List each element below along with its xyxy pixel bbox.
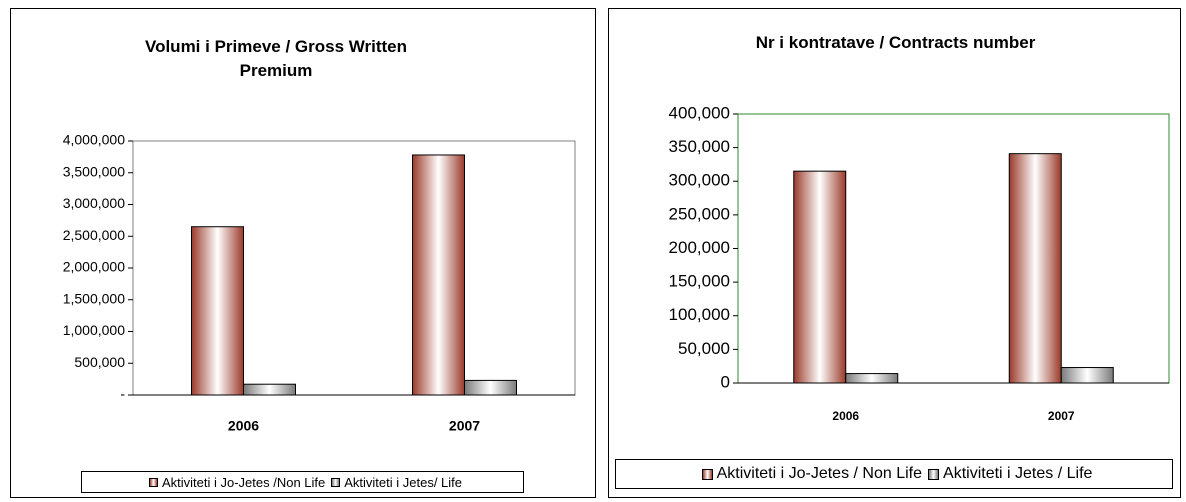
y-tick-label: 350,000 [669,137,730,156]
bar [243,383,296,396]
y-tick-label: 2,000,000 [63,259,125,275]
legend-label: Aktiviteti i Jo-Jetes /Non Life [161,474,326,490]
x-tick-label: 2007 [449,418,480,434]
y-tick-label: 150,000 [669,272,730,291]
y-tick-label: 2,500,000 [63,227,125,243]
legend: Aktiviteti i Jo-Jetes /Non Life Aktivitet… [81,471,524,493]
y-tick-label: 100,000 [669,305,730,324]
y-tick-label: 250,000 [669,204,730,223]
y-tick-label: - [120,386,125,402]
y-tick-label: 500,000 [74,354,125,370]
y-tick-label: 400,000 [669,103,730,122]
x-tick-label: 2007 [1048,409,1075,423]
legend-label: Aktiviteti i Jo-Jetes / Non Life [716,465,923,482]
legend-swatch [331,477,341,487]
y-tick-label: 50,000 [678,339,730,358]
chart: 0 50,000 100,000 150,000 200,000 250,000 300,0… [669,103,1170,423]
legend-label: Aktiviteti i Jetes/ Life [344,474,463,490]
bar [191,226,244,396]
x-tick-label: 2006 [228,418,259,434]
y-tick-label: 1,500,000 [63,290,125,306]
legend-swatch [701,468,713,480]
x-tick-label: 2006 [832,409,859,423]
bar [1060,367,1114,384]
bar [793,170,847,384]
legend-swatch [148,477,158,487]
legend: Aktiviteti i Jo-Jetes / Non Life Aktivite… [615,459,1173,489]
y-tick-label: 3,500,000 [63,163,125,179]
y-tick-label: 1,000,000 [63,322,125,338]
chart: - 500,000 1,000,000 1,500,000 2,000,000 2,500… [63,132,576,434]
y-tick-label: 300,000 [669,171,730,190]
y-tick-label: 200,000 [669,238,730,257]
bar [1008,153,1062,384]
y-tick-label: 4,000,000 [63,132,125,148]
legend-label: Aktiviteti i Jetes / Life [943,465,1093,482]
y-tick-label: 3,000,000 [63,195,125,211]
bar [845,373,899,384]
legend-swatch [928,468,940,480]
chart-title: Volumi i Primeve / Gross Written Premium [145,37,407,80]
bar [464,379,517,396]
bar [412,154,465,396]
chart-panel: Volumi i Primeve / Gross Written Premium… [10,8,596,498]
y-tick-label: 0 [721,372,730,391]
chart-panel: Nr i kontratave / Contracts number 0 50,0… [608,8,1181,498]
chart-title: Nr i kontratave / Contracts number [755,33,1036,52]
